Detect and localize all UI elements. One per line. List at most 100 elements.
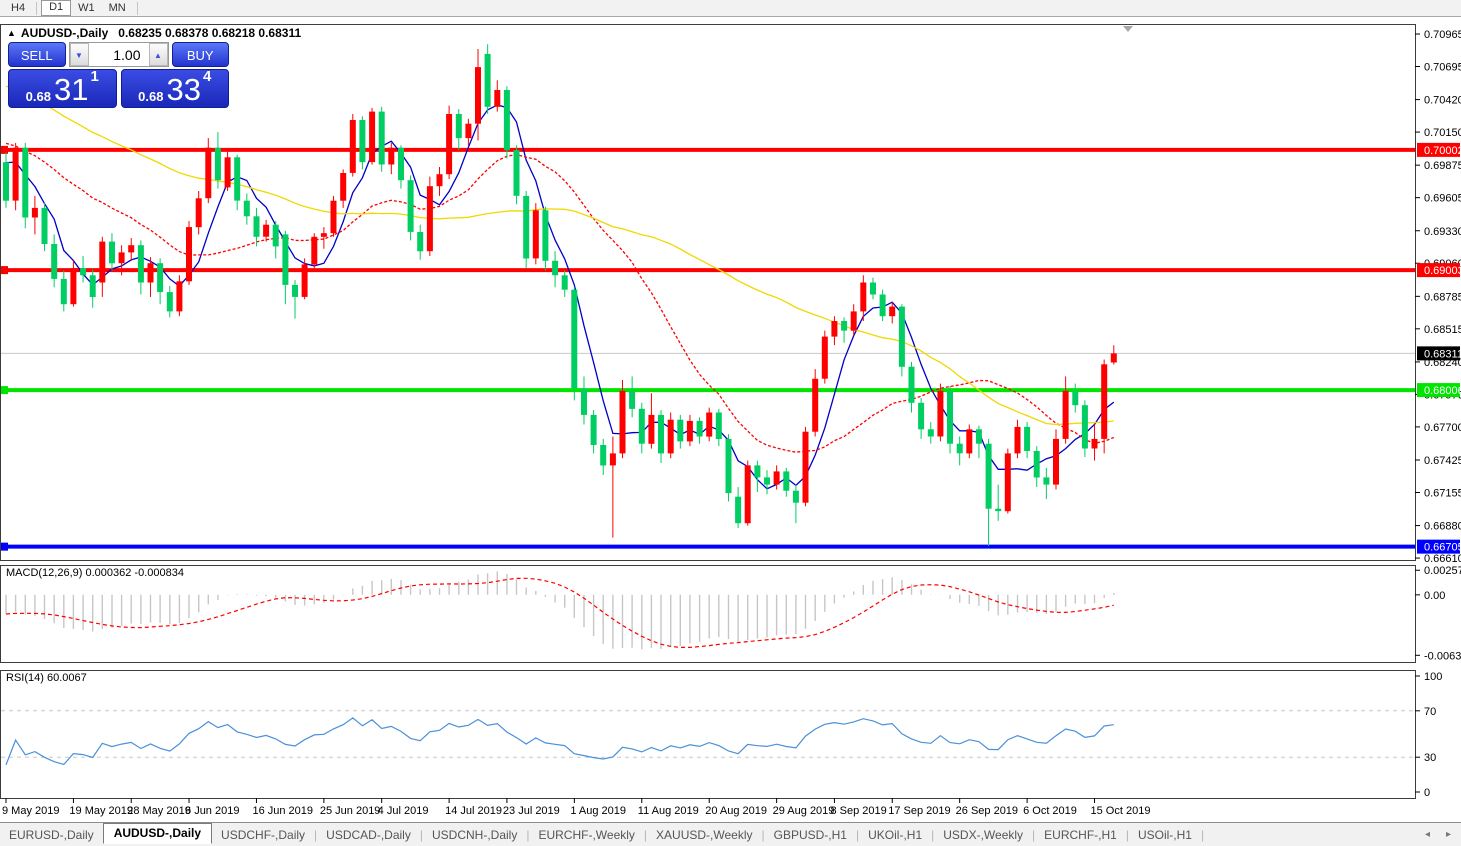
tab-separator: | bbox=[855, 827, 860, 842]
candle bbox=[754, 460, 761, 492]
candle bbox=[821, 330, 828, 384]
date-axis-label: 19 May 2019 bbox=[69, 805, 133, 817]
horizontal-line-0.70002[interactable] bbox=[1, 145, 1415, 154]
ask-price-box[interactable]: 0.68 33 4 bbox=[120, 69, 229, 108]
macd-axis-label: -0.006326 bbox=[1424, 650, 1461, 662]
candle bbox=[398, 145, 404, 189]
horizontal-line-0.68006[interactable] bbox=[1, 386, 1415, 395]
candle bbox=[898, 304, 905, 377]
candle bbox=[3, 152, 9, 208]
price-axis-highlight-label: 0.69003 bbox=[1417, 263, 1461, 278]
candle bbox=[465, 118, 472, 146]
chart-shift-marker-icon[interactable] bbox=[1123, 26, 1133, 32]
candle bbox=[783, 467, 790, 497]
price-axis-label: 0.66610 bbox=[1424, 553, 1461, 565]
candle bbox=[1014, 419, 1021, 459]
horizontal-line-0.66705[interactable] bbox=[1, 542, 1415, 551]
candle bbox=[301, 258, 308, 300]
candle bbox=[1004, 448, 1011, 514]
one-click-trading-panel: SELL ▼ ▲ BUY 0.68 31 1 0.68 33 4 bbox=[8, 42, 229, 108]
candle bbox=[186, 221, 192, 285]
candle bbox=[715, 408, 722, 447]
candle bbox=[475, 49, 481, 141]
candle bbox=[388, 142, 395, 175]
tab-scroll-right-icon[interactable]: ▸ bbox=[1445, 829, 1451, 840]
line-handle[interactable] bbox=[1, 145, 8, 154]
candle bbox=[1043, 467, 1050, 500]
chart-tab-ukoil-h1[interactable]: UKOil-,H1 bbox=[868, 827, 923, 842]
price-axis-label: 0.70965 bbox=[1424, 29, 1461, 41]
chart-canvas[interactable]: 0.70965 0.70695 0.70420 0.70150 0.69875 0.696… bbox=[0, 0, 1461, 822]
sell-button[interactable]: SELL bbox=[8, 42, 66, 67]
bid-price-box[interactable]: 0.68 31 1 bbox=[8, 69, 117, 108]
candle bbox=[99, 236, 106, 297]
candle bbox=[243, 193, 250, 225]
candle bbox=[802, 426, 809, 507]
candle bbox=[725, 434, 732, 502]
candle bbox=[349, 114, 356, 177]
candle bbox=[619, 380, 626, 459]
volume-spinner: ▼ ▲ bbox=[68, 42, 169, 67]
tab-separator: | bbox=[643, 827, 648, 842]
buy-button[interactable]: BUY bbox=[171, 42, 229, 67]
chart-tab-xauusd-weekly[interactable]: XAUUSD-,Weekly bbox=[656, 827, 753, 842]
line-handle[interactable] bbox=[1, 542, 8, 551]
rsi-axis-label: 30 bbox=[1424, 752, 1436, 764]
chart-tab-usoil-h1[interactable]: USOil-,H1 bbox=[1137, 827, 1192, 842]
timeframe-button-h4[interactable]: H4 bbox=[11, 1, 26, 14]
chart-tab-eurchf-h1[interactable]: EURCHF-,H1 bbox=[1044, 827, 1117, 842]
candle bbox=[841, 317, 848, 343]
tab-separator: | bbox=[526, 827, 530, 842]
volume-decrease-icon[interactable]: ▼ bbox=[69, 43, 89, 66]
ask-big-digits: 33 bbox=[166, 72, 201, 107]
candle bbox=[995, 484, 1002, 521]
tab-scroll-left-icon[interactable]: ◂ bbox=[1424, 829, 1430, 840]
price-axis-label: 0.67700 bbox=[1424, 422, 1461, 434]
candle bbox=[292, 280, 298, 319]
timeframe-button-w1[interactable]: W1 bbox=[78, 1, 95, 14]
chart-tab-audusd-daily[interactable]: AUDUSD-,Daily bbox=[102, 823, 213, 844]
tab-separator: | bbox=[1125, 827, 1129, 842]
panel-frame bbox=[0, 670, 1416, 799]
candle bbox=[581, 376, 587, 425]
candle bbox=[147, 257, 154, 297]
chart-tab-usdx-weekly[interactable]: USDX-,Weekly bbox=[943, 827, 1024, 842]
candle bbox=[850, 304, 857, 336]
chart-tab-usdcad-daily[interactable]: USDCAD-,Daily bbox=[326, 827, 411, 842]
candle bbox=[118, 245, 125, 276]
volume-input[interactable] bbox=[88, 43, 149, 66]
macd-signal-line bbox=[5, 577, 1114, 649]
chart-tab-usdcnh-daily[interactable]: USDCNH-,Daily bbox=[431, 827, 518, 842]
macd-axis-label: 0.00 bbox=[1424, 590, 1445, 602]
timeframe-button-d1[interactable]: D1 bbox=[41, 0, 72, 16]
date-axis-label: 23 Jul 2019 bbox=[503, 805, 560, 817]
timeframe-toolbar: H4 D1 W1 MN bbox=[0, 0, 1461, 17]
candle bbox=[282, 230, 289, 305]
candle bbox=[70, 260, 77, 307]
rsi-line bbox=[5, 717, 1114, 766]
volume-increase-icon[interactable]: ▲ bbox=[148, 43, 168, 66]
chart-tab-eurchf-weekly[interactable]: EURCHF-,Weekly bbox=[538, 827, 635, 842]
line-handle[interactable] bbox=[1, 386, 8, 395]
price-axis-label: 0.67425 bbox=[1424, 455, 1461, 467]
chart-tab-eurusd-daily[interactable]: EURUSD-,Daily bbox=[9, 827, 94, 842]
horizontal-line-0.69003[interactable] bbox=[1, 266, 1415, 275]
date-axis-label: 17 Sep 2019 bbox=[888, 805, 950, 817]
candle bbox=[686, 414, 693, 447]
line-handle[interactable] bbox=[1, 266, 8, 275]
tab-scroll-arrows: ◂ ▸ bbox=[1425, 829, 1451, 840]
candle bbox=[272, 221, 279, 259]
candle bbox=[166, 286, 173, 318]
chart-ohlc-readout: 0.68235 0.68378 0.68218 0.68311 bbox=[118, 26, 302, 40]
chart-tab-gbpusd-h1[interactable]: GBPUSD-,H1 bbox=[773, 827, 847, 842]
rsi-indicator-label: RSI(14) 60.0067 bbox=[6, 672, 87, 684]
collapse-panel-icon[interactable]: ▲ bbox=[7, 28, 16, 38]
candle bbox=[1081, 400, 1088, 457]
tab-separator: | bbox=[1200, 827, 1205, 842]
candle bbox=[1062, 376, 1069, 444]
svg-text:0.68311: 0.68311 bbox=[1424, 348, 1461, 360]
timeframe-button-mn[interactable]: MN bbox=[108, 1, 126, 14]
candle bbox=[503, 86, 510, 159]
candle bbox=[224, 150, 231, 191]
chart-tab-usdchf-daily[interactable]: USDCHF-,Daily bbox=[221, 827, 306, 842]
